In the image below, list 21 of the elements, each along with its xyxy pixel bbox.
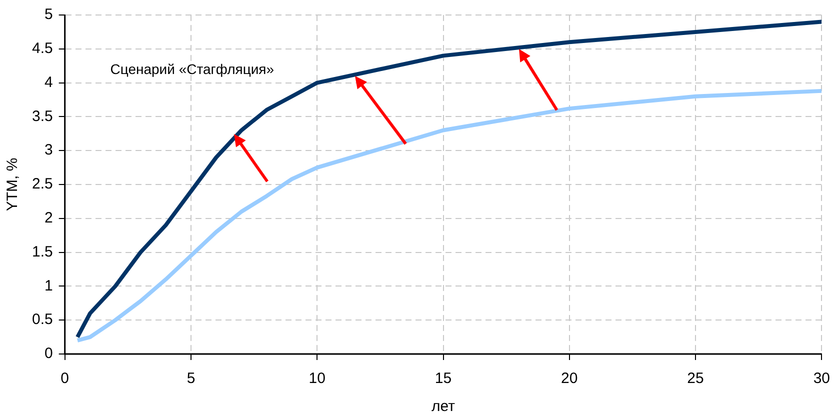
x-tick-label: 5 [186, 370, 196, 388]
x-axis-title: лет [432, 398, 456, 416]
x-tick-label: 25 [687, 370, 704, 388]
y-tick-label: 0 [44, 345, 53, 362]
y-tick-label: 3 [44, 142, 53, 159]
y-tick-label: 1 [44, 277, 53, 294]
x-tick-label: 10 [308, 370, 326, 388]
y-tick-label: 3.5 [32, 108, 53, 125]
x-tick-label: 20 [561, 370, 578, 388]
y-tick-label: 2.5 [32, 176, 53, 193]
y-axis-title: YTM, % [4, 158, 22, 212]
y-tick-label: 4.5 [32, 40, 53, 58]
y-tick-label: 4 [44, 74, 53, 91]
x-tick-label: 15 [434, 370, 452, 388]
y-tick-label: 0.5 [32, 311, 53, 328]
y-tick-label: 2 [44, 210, 53, 227]
y-tick-label: 5 [44, 6, 53, 24]
y-tick-label: 1.5 [32, 243, 53, 260]
annotation: Сценарий «Стагфляция» [110, 60, 274, 77]
x-tick-label: 30 [813, 370, 830, 388]
x-tick-label: 0 [60, 370, 70, 388]
